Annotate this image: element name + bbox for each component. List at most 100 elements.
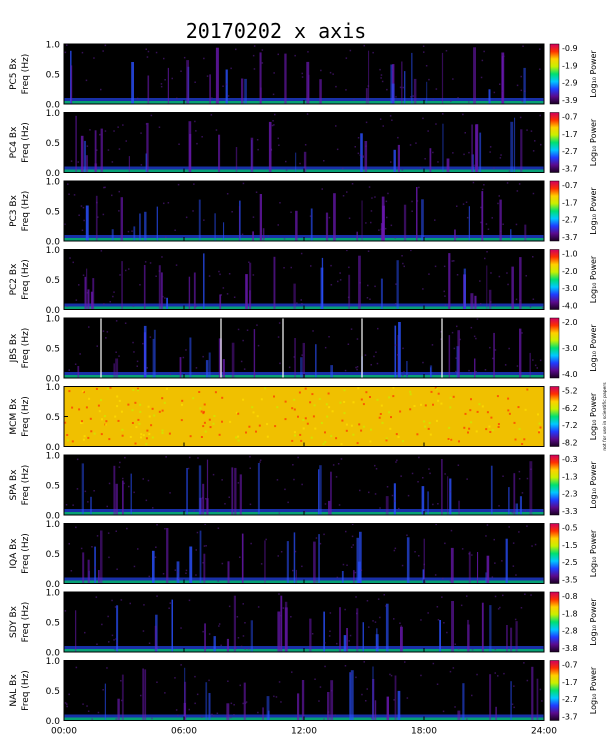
panel-mcm-noise-speck <box>255 430 257 433</box>
panel-mcm-noise-speck <box>399 410 402 413</box>
panel-mcm-noise-speck <box>409 393 412 396</box>
panel-pc2-speckle <box>220 294 222 296</box>
panel-jbs-streak <box>205 360 209 378</box>
panel-jbs-speckle <box>257 344 260 347</box>
panel-nal-speckle <box>432 662 435 665</box>
panel-nal-streak <box>330 680 334 721</box>
panel-mcm-noise-speck <box>237 412 240 415</box>
panel-pc5-speckle <box>435 88 438 90</box>
panel-spa-streak <box>441 459 443 515</box>
panel-spa-colorbar-tick-label: -1.3 <box>562 472 578 481</box>
panel-mcm-noise-speck <box>464 412 467 415</box>
panel-pc3-y-tick-label: 0.0 <box>46 238 61 248</box>
panel-mcm-noise-speck <box>514 438 517 441</box>
panel-iqa-speckle <box>204 523 206 525</box>
panel-nal-speckle <box>389 673 391 676</box>
panel-mcm-noise-speck <box>294 434 296 437</box>
panel-pc2-streak <box>166 297 168 310</box>
panel-mcm-noise-speck <box>324 441 327 443</box>
panel-nal-speckle <box>66 705 68 708</box>
panel-spa-streak <box>115 483 118 515</box>
panel-iqa-speckle <box>107 532 110 534</box>
panel-mcm-noise-speck <box>379 413 382 415</box>
panel-nal-y-tick-label: 0.0 <box>46 717 61 727</box>
panel-nal-colorbar <box>549 660 560 721</box>
panel-pc3-colorbar-tick-label: -3.7 <box>562 233 578 242</box>
panel-jbs-speckle <box>536 367 538 369</box>
panel-pc3-speckle <box>516 190 519 192</box>
panel-spa-speckle <box>379 507 381 509</box>
panel-pc4-speckle <box>336 148 339 151</box>
panel-nal-streak <box>457 710 461 721</box>
panel-mcm-noise-speck <box>161 409 164 412</box>
panel-sdy-background <box>64 592 544 652</box>
panel-spa-speckle <box>259 461 261 463</box>
panel-pc3-streak <box>144 211 147 241</box>
panel-pc3-speckle <box>185 216 188 219</box>
panel-pc5-speckle <box>392 69 394 71</box>
panel-pc5-speckle <box>203 57 205 60</box>
panel-pc2-speckle <box>374 285 376 288</box>
panel-jbs-speckle <box>312 330 314 332</box>
panel-nal-station-label: NAL Bx <box>9 674 19 707</box>
panel-mcm-noise-speck <box>309 401 312 404</box>
panel-pc5-unit-label: Freq (Hz) <box>21 54 31 95</box>
panel-pc5-speckle <box>81 51 84 54</box>
panel-nal-colorbar-tick-label: -1.7 <box>562 678 578 687</box>
panel-mcm-noise-speck <box>140 433 143 436</box>
panel-pc2-speckle <box>112 295 114 298</box>
panel-pc5-speckle <box>160 85 163 88</box>
panel-jbs-speckle <box>431 344 434 346</box>
panel-pc5-speckle <box>163 57 165 60</box>
panel-mcm-noise-speck <box>524 408 527 411</box>
panel-mcm-noise-speck <box>145 437 148 440</box>
panel-pc4-speckle <box>270 148 272 151</box>
panel-spa-streak <box>385 496 389 515</box>
panel-spa-speckle <box>119 461 121 464</box>
panel-pc4-speckle <box>391 119 393 121</box>
panel-spa-speckle <box>429 472 431 475</box>
panel-jbs-streak <box>253 329 256 378</box>
panel-pc2-speckle <box>296 302 298 304</box>
panel-mcm-noise-speck <box>380 404 383 407</box>
panel-spa-streak <box>458 500 460 515</box>
panel-pc2-speckle <box>226 293 229 295</box>
panel-pc5-y-tick-label: 0.5 <box>46 71 60 81</box>
panel-mcm-noise-speck <box>298 391 301 394</box>
panel-jbs-streak <box>143 325 147 378</box>
panel-jbs-speckle <box>324 346 327 349</box>
panel-mcm-noise-speck <box>357 387 360 390</box>
panel-spa-streak <box>198 465 202 515</box>
panel-sdy-colorbar-label: Log₁₀ Power <box>589 598 598 646</box>
panel-sdy-speckle <box>356 612 358 615</box>
panel-pc3-speckle <box>127 230 130 233</box>
panel-spa-speckle <box>108 482 111 485</box>
panel-mcm-noise-speck <box>212 422 215 425</box>
panel-mcm-noise-speck <box>300 439 303 442</box>
panel-jbs-colorbar <box>549 317 560 379</box>
panel-pc3-speckle <box>111 194 113 197</box>
panel-iqa-speckle <box>126 527 128 530</box>
panel-iqa-speckle <box>265 538 267 541</box>
panel-pc3-speckle <box>365 222 367 224</box>
panel-nal-speckle <box>245 701 248 703</box>
panel-pc3-speckle <box>480 206 482 209</box>
panel-pc4-speckle <box>117 126 119 128</box>
panel-nal-speckle <box>314 678 316 680</box>
panel-mcm-noise-speck <box>429 433 432 436</box>
panel-mcm-noise-speck <box>78 408 81 411</box>
panel-jbs-speckle <box>455 370 457 373</box>
panel-iqa-speckle <box>526 525 528 527</box>
panel-jbs-streak <box>406 361 408 378</box>
panel-pc2-speckle <box>339 279 342 281</box>
panel-pc5-streak <box>241 78 244 104</box>
panel-pc4-unit-label: Freq (Hz) <box>21 122 31 163</box>
panel-nal-colorbar-tick-label: -2.7 <box>562 695 578 704</box>
panel-pc4-speckle <box>215 129 218 131</box>
panel-pc3-speckle <box>192 210 194 212</box>
panel-pc4-speckle <box>415 142 417 144</box>
panel-nal-speckle <box>91 718 93 720</box>
panel-nal-speckle <box>541 700 543 702</box>
panel-spa-y-tick-label: 1.0 <box>46 452 61 462</box>
panel-mcm-noise-speck <box>81 390 84 393</box>
